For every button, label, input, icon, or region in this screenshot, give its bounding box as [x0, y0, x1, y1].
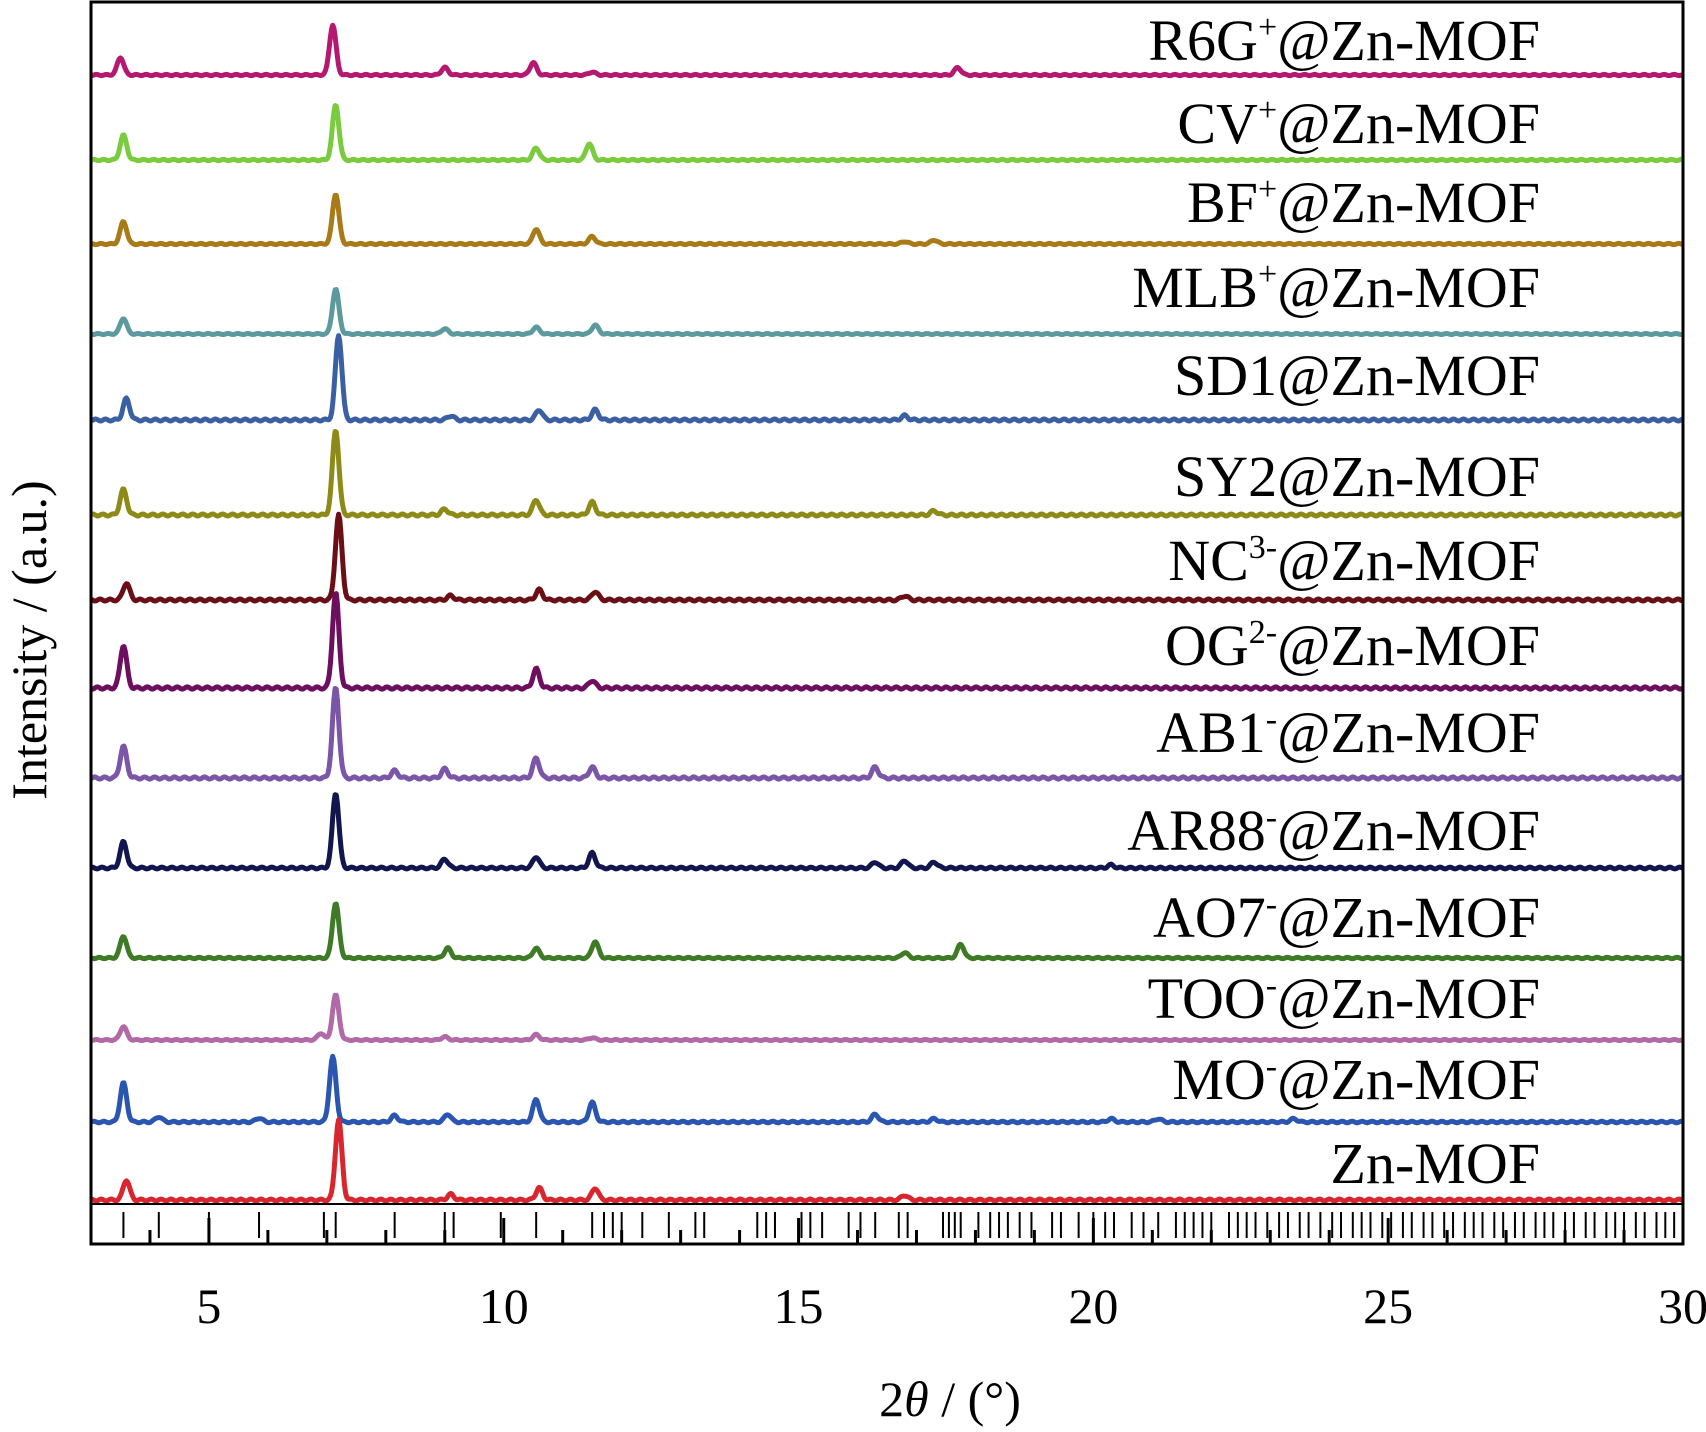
series-label-zn-mof: Zn-MOF	[1331, 1131, 1540, 1196]
x-axis: 5 10 15 20 25 30	[89, 1218, 1706, 1334]
x-tick-label: 30	[1658, 1278, 1706, 1334]
reference-ticks	[122, 1212, 1676, 1238]
series-label-ao7: AO7-@Zn-MOF	[1153, 885, 1540, 950]
series-label-too: TOO-@Zn-MOF	[1148, 966, 1540, 1031]
series-line-mlb	[89, 287, 1685, 337]
series-line-cv	[89, 103, 1685, 164]
series-line-sd1	[89, 333, 1685, 424]
x-tick-label: 10	[479, 1278, 529, 1334]
series-line-too	[89, 992, 1685, 1043]
series-label-mlb: MLB+@Zn-MOF	[1132, 255, 1540, 320]
plot-frame	[89, 0, 1685, 1246]
series-label-sd1: SD1@Zn-MOF	[1174, 343, 1540, 408]
x-tick-label: 15	[774, 1278, 824, 1334]
series-line-ao7	[89, 901, 1685, 962]
series-traces	[89, 22, 1685, 1204]
series-label-r6g: R6G+@Zn-MOF	[1148, 8, 1540, 73]
series-line-zn-mof	[89, 1117, 1685, 1204]
series-line-mo	[89, 1053, 1685, 1126]
series-label-bf: BF+@Zn-MOF	[1187, 170, 1540, 235]
series-label-ar88: AR88-@Zn-MOF	[1127, 798, 1540, 863]
series-label-sy2: SY2@Zn-MOF	[1174, 444, 1540, 509]
series-label-nc: NC3-@Zn-MOF	[1168, 528, 1540, 593]
series-line-ab1	[89, 686, 1685, 782]
series-label-cv: CV+@Zn-MOF	[1177, 91, 1540, 156]
series-line-ar88	[89, 792, 1685, 872]
y-axis-label: Intensity / (a.u.)	[1, 480, 57, 799]
x-axis-label: 2θ / (°)	[879, 1371, 1021, 1427]
series-labels: R6G+@Zn-MOF CV+@Zn-MOF BF+@Zn-MOF MLB+@Zn-M…	[1127, 8, 1540, 1196]
series-line-nc	[89, 511, 1685, 604]
series-label-ab1: AB1-@Zn-MOF	[1156, 700, 1540, 765]
series-line-og	[89, 591, 1685, 692]
series-line-r6g	[89, 22, 1685, 79]
series-line-bf	[89, 192, 1685, 248]
series-line-sy2	[89, 429, 1685, 519]
x-tick-label: 5	[196, 1278, 221, 1334]
series-label-og: OG2-@Zn-MOF	[1165, 613, 1540, 678]
x-tick-label: 20	[1068, 1278, 1118, 1334]
series-label-mo: MO-@Zn-MOF	[1172, 1047, 1540, 1112]
x-tick-label: 25	[1363, 1278, 1413, 1334]
